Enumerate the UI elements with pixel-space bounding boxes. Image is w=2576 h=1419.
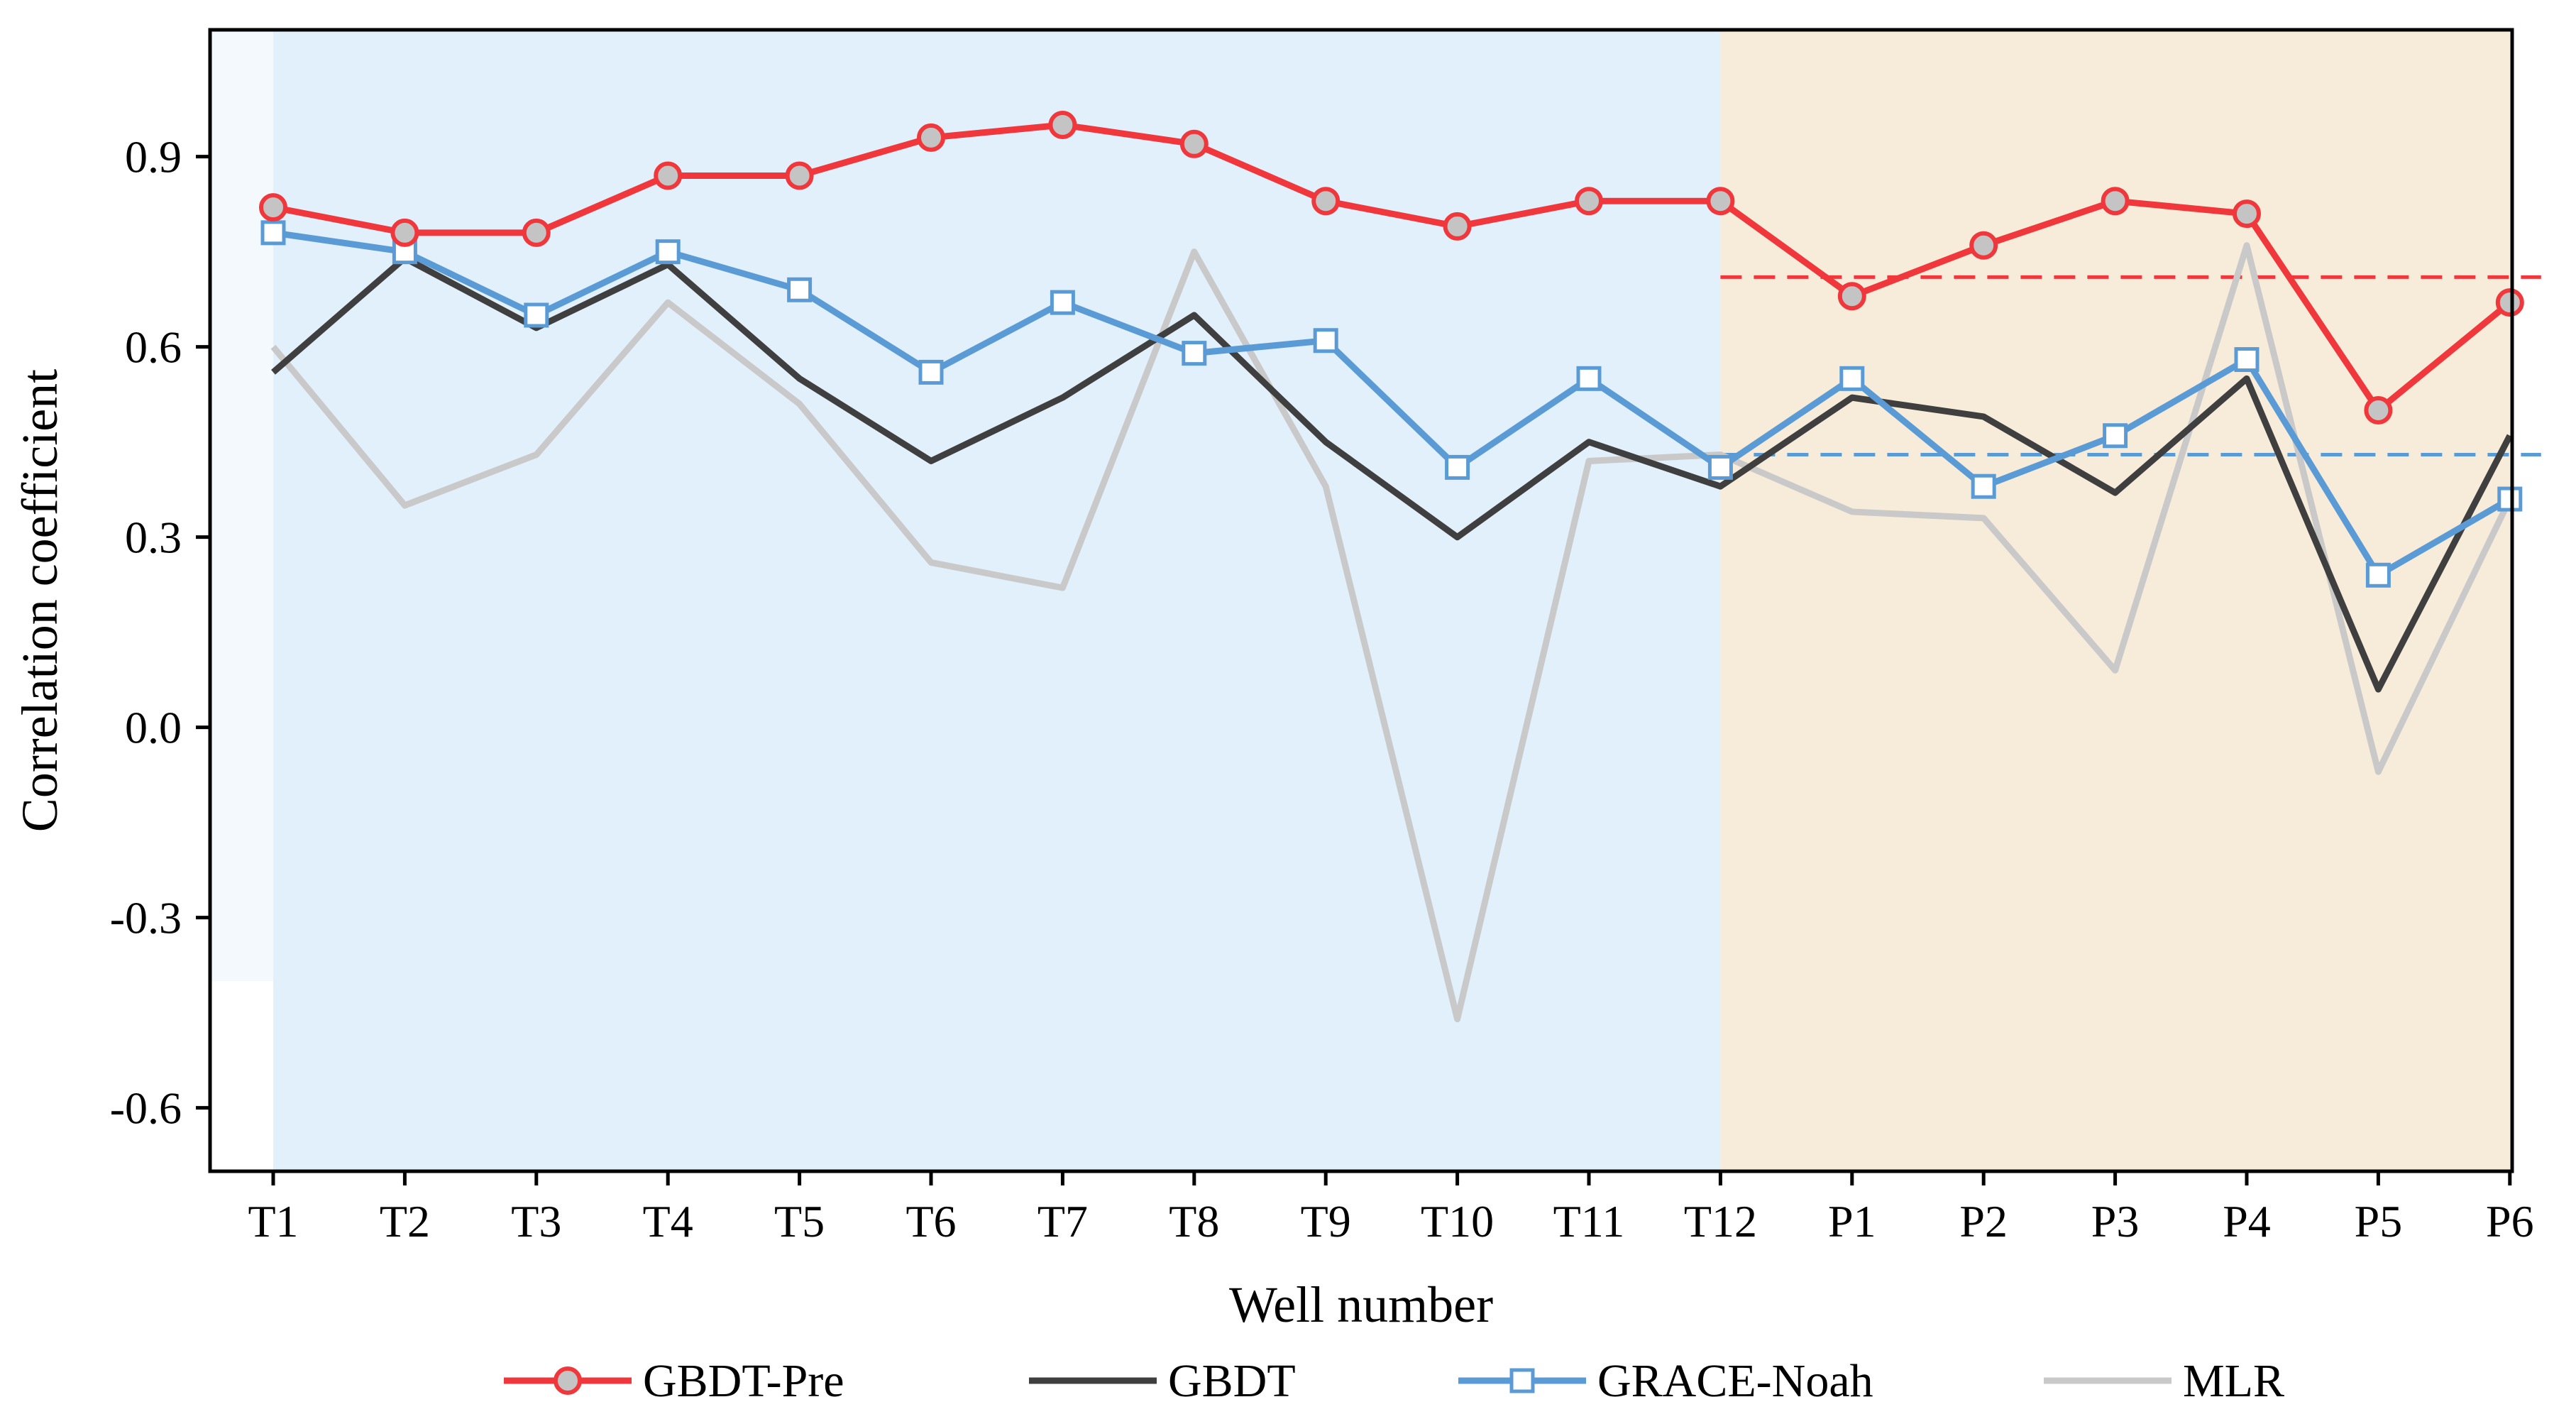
background-regions — [210, 30, 2510, 1171]
y-axis-title: Correlation coefficient — [11, 369, 68, 832]
point-grace-noah-P3 — [2103, 423, 2128, 449]
point-gbdt-pre-P3 — [2101, 187, 2130, 216]
point-grace-noah-P6 — [2497, 486, 2523, 512]
point-gbdt-pre-P2 — [1969, 231, 1998, 260]
x-tick-label: P2 — [1959, 1196, 2008, 1247]
point-grace-noah-T1 — [260, 220, 286, 246]
y-tick-label: 0.3 — [125, 513, 182, 563]
point-gbdt-pre-T6 — [917, 123, 945, 152]
series-line-grace-noah — [273, 229, 2512, 579]
x-tick-label: T9 — [1301, 1196, 1351, 1247]
point-gbdt-pre-P1 — [1837, 282, 1866, 311]
point-gbdt-pre-T4 — [654, 161, 683, 190]
series-line-gbdt-pre — [273, 121, 2512, 414]
plot-frame — [208, 28, 2514, 1173]
x-axis-title: Well number — [1229, 1276, 1493, 1333]
point-gbdt-pre-T9 — [1311, 187, 1341, 216]
point-grace-noah-P2 — [1971, 473, 1996, 499]
point-grace-noah-T5 — [787, 277, 813, 302]
series-mlr — [270, 242, 2513, 1023]
region-training — [273, 30, 1721, 1171]
legend-item-gbdt-pre: GBDT-Pre — [504, 1355, 844, 1407]
legend-item-grace-noah: GRACE-Noah — [1458, 1355, 1873, 1407]
x-tick-label: T12 — [1684, 1196, 1757, 1247]
point-grace-noah-T10 — [1445, 454, 1470, 480]
y-tick-label: -0.6 — [110, 1083, 182, 1134]
x-tick-label: T4 — [643, 1196, 693, 1247]
point-grace-noah-P5 — [2365, 562, 2391, 588]
point-grace-noah-T3 — [524, 302, 549, 328]
x-tick-label: T10 — [1421, 1196, 1494, 1247]
point-gbdt-pre-P6 — [2495, 288, 2524, 317]
legend-label-gbdt: GBDT — [1168, 1355, 1296, 1407]
point-gbdt-pre-T8 — [1179, 129, 1209, 158]
data-series — [259, 111, 2524, 1023]
x-tick-label: P5 — [2355, 1196, 2403, 1247]
point-grace-noah-T9 — [1313, 328, 1338, 354]
point-grace-noah-P4 — [2234, 347, 2259, 373]
point-gbdt-pre-T3 — [522, 218, 551, 247]
x-tick-label: T7 — [1037, 1196, 1088, 1247]
legend-marker-gbdt-pre — [554, 1366, 582, 1395]
series-line-mlr — [270, 242, 2513, 1023]
x-tick-label: P4 — [2223, 1196, 2271, 1247]
point-grace-noah-T12 — [1707, 454, 1733, 480]
x-tick-label: P3 — [2091, 1196, 2140, 1247]
series-line-gbdt — [271, 255, 2513, 693]
series-gbdt-pre — [259, 111, 2524, 424]
reference-lines — [1720, 275, 2541, 457]
point-grace-noah-T11 — [1576, 366, 1602, 391]
legend-label-grace-noah: GRACE-Noah — [1597, 1355, 1873, 1407]
legend-marker-grace-noah — [1509, 1368, 1535, 1393]
legend-item-mlr: MLR — [2044, 1355, 2284, 1407]
point-gbdt-pre-T12 — [1706, 187, 1735, 216]
legend: GBDT-Pre GBDT GRACE-Noah MLR — [504, 1355, 2284, 1407]
point-gbdt-pre-T7 — [1048, 111, 1077, 139]
y-tick-label: -0.3 — [110, 893, 182, 943]
point-grace-noah-T6 — [918, 359, 944, 385]
point-grace-noah-T8 — [1182, 341, 1207, 366]
point-gbdt-pre-T5 — [785, 161, 814, 190]
point-grace-noah-P1 — [1839, 366, 1865, 391]
left-strip — [210, 30, 273, 981]
point-grace-noah-T4 — [655, 239, 681, 265]
point-grace-noah-T7 — [1050, 290, 1075, 315]
series-gbdt — [271, 255, 2513, 693]
y-tick-label: 0.6 — [125, 322, 182, 373]
x-tick-label: T11 — [1553, 1196, 1625, 1247]
y-tick-label: 0.9 — [125, 132, 182, 182]
point-gbdt-pre-T1 — [259, 193, 287, 222]
y-tick-label: 0.0 — [125, 703, 182, 753]
axes: -0.6 -0.3 0.0 0.3 0.6 0.9 T1 T2 T3 T4 T5 T6 T7 T8 T9 T1… — [11, 28, 2534, 1333]
legend-label-gbdt-pre: GBDT-Pre — [643, 1355, 844, 1407]
x-tick-label: T8 — [1169, 1196, 1219, 1247]
x-tick-label: P6 — [2486, 1196, 2534, 1247]
x-tick-label: T1 — [248, 1196, 298, 1247]
x-tick-label: T6 — [906, 1196, 956, 1247]
point-gbdt-pre-P4 — [2233, 199, 2261, 229]
point-gbdt-pre-T11 — [1575, 187, 1603, 216]
legend-item-gbdt: GBDT — [1029, 1355, 1296, 1407]
point-gbdt-pre-P5 — [2364, 396, 2393, 424]
x-tick-label: T3 — [511, 1196, 561, 1247]
point-gbdt-pre-T2 — [390, 218, 419, 247]
x-tick-label: T5 — [774, 1196, 825, 1247]
x-tick-label: T2 — [380, 1196, 430, 1247]
point-gbdt-pre-T10 — [1443, 212, 1472, 241]
x-tick-label: P1 — [1828, 1196, 1876, 1247]
legend-label-mlr: MLR — [2183, 1355, 2284, 1407]
region-prediction — [1720, 30, 2510, 1171]
